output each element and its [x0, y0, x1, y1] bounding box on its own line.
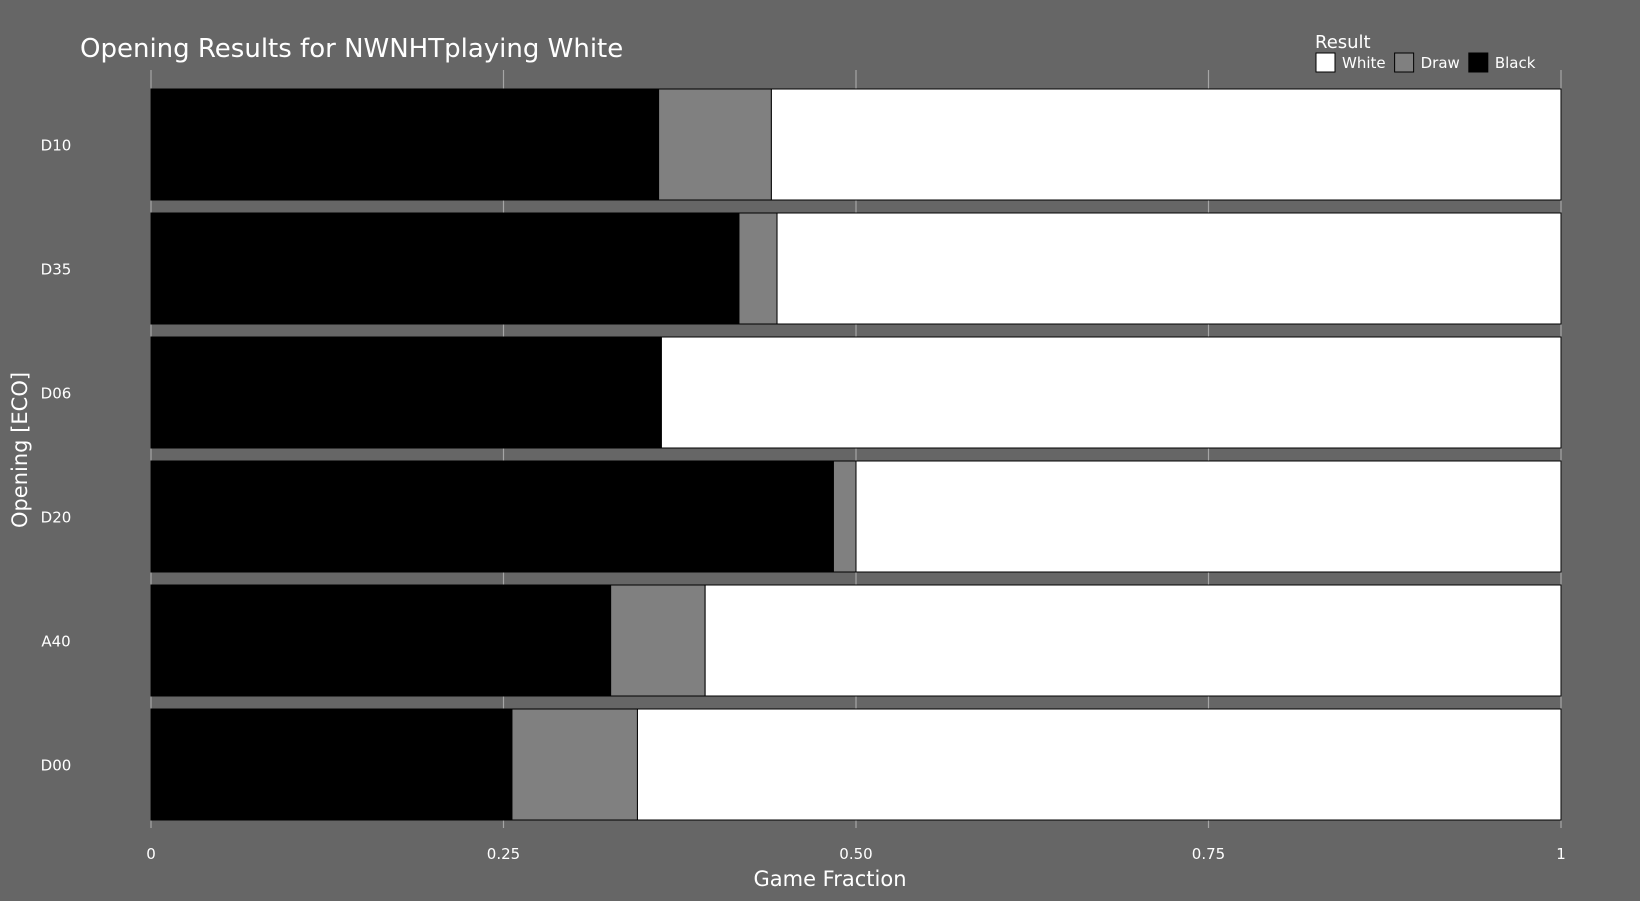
chart-title: Opening Results for NWNHTplaying White [80, 34, 623, 64]
y-tick-layer: D10 D35 D06 D20 A40 D00 [41, 137, 72, 775]
x-tick-label: 0.25 [487, 845, 520, 863]
y-tick-label: A40 [41, 633, 70, 651]
bar-segment-draw [738, 212, 778, 325]
x-tick-label: 1 [1556, 845, 1566, 863]
bar-row-D35 [150, 212, 1562, 325]
legend-swatch-draw [1394, 52, 1415, 73]
bar-segment-white [704, 584, 1562, 697]
bar-segment-white [855, 460, 1562, 573]
legend-label-black: Black [1495, 54, 1536, 72]
bar-segment-black [150, 584, 612, 697]
bar-row-D06 [150, 336, 1562, 449]
x-tick-layer: 0 0.25 0.50 0.75 1 [146, 845, 1566, 863]
bar-segment-draw [511, 708, 638, 821]
bar-segment-white [776, 212, 1562, 325]
bar-segment-black [150, 212, 740, 325]
y-tick-label: D20 [41, 509, 72, 527]
bar-segment-black [150, 88, 660, 201]
x-tick-label: 0.75 [1192, 845, 1225, 863]
bar-row-D20 [150, 460, 1562, 573]
x-tick-label: 0.50 [839, 845, 872, 863]
bar-segment-white [636, 708, 1562, 821]
bar-segment-white [770, 88, 1562, 201]
legend-label-draw: Draw [1421, 54, 1460, 72]
x-tick-label: 0 [146, 845, 156, 863]
x-axis-title: Game Fraction [753, 867, 906, 891]
bar-row-A40 [150, 584, 1562, 697]
legend-entries: White Draw Black [1315, 52, 1536, 73]
bar-segment-white [660, 336, 1562, 449]
bars-layer [150, 88, 1562, 821]
y-tick-label: D00 [41, 757, 72, 775]
bar-row-D10 [150, 88, 1562, 201]
legend-swatch-black [1468, 52, 1489, 73]
bar-segment-black [150, 460, 834, 573]
bar-row-D00 [150, 708, 1562, 821]
legend-label-white: White [1342, 54, 1386, 72]
y-tick-label: D10 [41, 137, 72, 155]
bar-segment-draw [658, 88, 772, 201]
y-axis-title: Opening [ECO] [8, 372, 32, 528]
bar-segment-draw [832, 460, 857, 573]
legend: Result White Draw Black [1315, 32, 1536, 73]
bar-segment-black [150, 708, 513, 821]
bar-segment-draw [610, 584, 706, 697]
bar-segment-black [150, 336, 662, 449]
legend-swatch-white [1315, 52, 1336, 73]
y-tick-label: D06 [41, 385, 72, 403]
legend-title: Result [1315, 32, 1371, 53]
y-tick-label: D35 [41, 261, 72, 279]
